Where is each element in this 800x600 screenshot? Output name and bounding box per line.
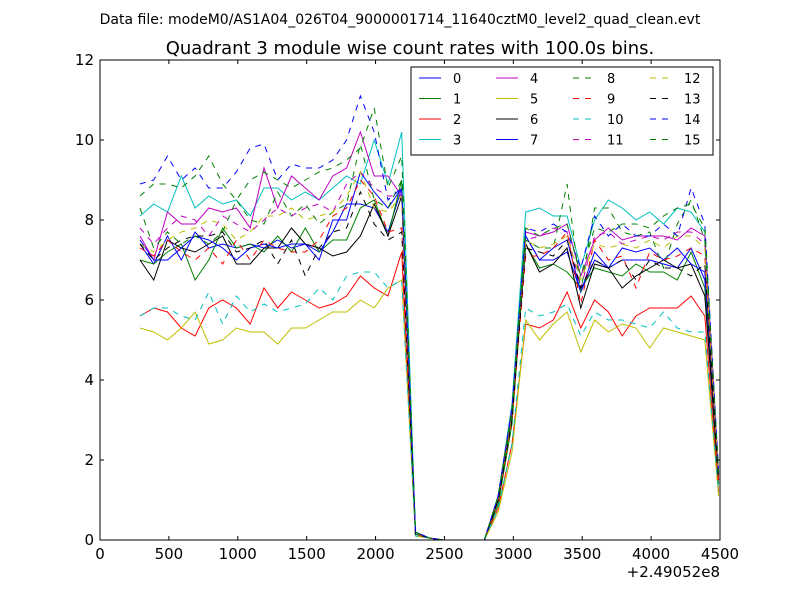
legend-label-12: 12: [684, 72, 701, 87]
x-tick-label: 0: [95, 545, 105, 563]
legend-label-8: 8: [607, 72, 615, 87]
legend-label-11: 11: [607, 134, 624, 149]
y-tick-label: 4: [84, 371, 94, 389]
legend-label-0: 0: [453, 72, 461, 87]
y-tick-label: 10: [75, 131, 94, 149]
x-tick-label: 3500: [563, 545, 601, 563]
legend-label-5: 5: [530, 93, 538, 108]
x-tick-label: 1000: [219, 545, 257, 563]
legend-label-14: 14: [684, 113, 701, 128]
chart-suptitle: Data file: modeM0/AS1A04_026T04_90000017…: [100, 12, 701, 28]
series-line-11: [139, 171, 720, 540]
chart-title: Quadrant 3 module wise count rates with …: [166, 38, 655, 59]
legend-label-13: 13: [684, 93, 701, 108]
x-tick-label: 3000: [494, 545, 532, 563]
x-tick-label: 4000: [632, 545, 670, 563]
x-tick-label: 2500: [425, 545, 463, 563]
y-tick-label: 6: [84, 291, 94, 309]
legend-label-10: 10: [607, 113, 624, 128]
x-tick-label: 2000: [356, 545, 394, 563]
ticks-layer: 0 500 1000 1500 2000 2500 3000 3500 4000 4500 0 2 4 6…: [75, 51, 739, 563]
y-tick-label: 0: [84, 531, 94, 549]
y-tick-label: 8: [84, 211, 94, 229]
legend-label-4: 4: [530, 72, 538, 87]
series-line-14: [139, 94, 720, 540]
legend-label-9: 9: [607, 93, 615, 108]
series-layer: [139, 94, 720, 540]
legend-box: [410, 66, 714, 156]
legend-label-6: 6: [530, 113, 538, 128]
series-line-15: [139, 107, 720, 540]
y-tick-label: 2: [84, 451, 94, 469]
series-line-13: [139, 190, 720, 540]
x-tick-label: 4500: [701, 545, 739, 563]
legend-label-3: 3: [453, 134, 461, 149]
x-offset-label: +2.49052e8: [627, 563, 720, 581]
legend-label-7: 7: [530, 134, 538, 149]
x-tick-label: 1500: [288, 545, 326, 563]
legend-label-1: 1: [453, 93, 461, 108]
legend-label-15: 15: [684, 134, 701, 149]
legend-label-2: 2: [453, 113, 461, 128]
x-tick-label: 500: [155, 545, 184, 563]
y-tick-label: 12: [75, 51, 94, 69]
